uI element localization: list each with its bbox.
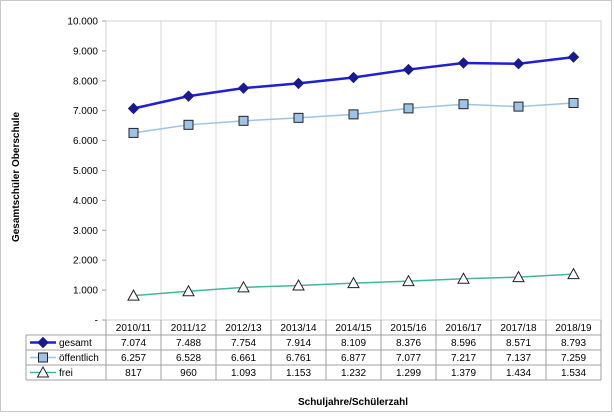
y-tick-label: 8.000 <box>73 76 98 87</box>
square-marker <box>513 101 524 112</box>
x-category-label: 2018/19 <box>555 323 592 334</box>
table-cell-value: 6.528 <box>176 353 201 364</box>
table-cell-value: 1.534 <box>561 368 586 379</box>
table-cell-value: 6.761 <box>286 353 311 364</box>
diamond-marker <box>347 71 360 84</box>
table-cell-value: 8.596 <box>451 338 476 349</box>
y-tick-label: - <box>95 316 98 327</box>
table-cell-value: 1.232 <box>341 368 366 379</box>
table-cell-value: 7.259 <box>561 353 586 364</box>
y-tick-label: 6.000 <box>73 136 98 147</box>
triangle-marker <box>182 284 195 297</box>
table-cell-value: 1.299 <box>396 368 421 379</box>
y-tick-label: 9.000 <box>73 46 98 57</box>
table-cell-value: 7.217 <box>451 353 476 364</box>
diamond-marker <box>237 82 250 94</box>
table-cell-value: 1.153 <box>286 368 311 379</box>
gridlines <box>160 21 547 320</box>
table-cell-value: 6.661 <box>231 353 256 364</box>
square-marker <box>458 99 469 110</box>
table-cell-value: 8.376 <box>396 338 421 349</box>
table-cell-value: 7.074 <box>121 338 146 349</box>
legend-series-name: frei <box>59 368 73 379</box>
table-cell-value: 8.571 <box>506 338 531 349</box>
x-category-label: 2017/18 <box>500 323 537 334</box>
legend-series-name: öffentlich <box>59 353 99 364</box>
table-cell-value: 1.434 <box>506 368 531 379</box>
square-marker <box>183 119 194 130</box>
y-tick-label: 1.000 <box>73 286 98 297</box>
y-tick-label: 4.000 <box>73 196 98 207</box>
triangle-marker <box>457 272 470 284</box>
x-category-label: 2012/13 <box>225 323 262 334</box>
x-category-label: 2015/16 <box>390 323 427 334</box>
x-category-label: 2016/17 <box>445 323 482 334</box>
legend-series-name: gesamt <box>59 338 92 349</box>
y-tick-label: 2.000 <box>73 256 98 267</box>
diamond-marker <box>402 63 415 76</box>
table-cell-value: 7.077 <box>396 353 421 364</box>
y-tick-label: 3.000 <box>73 226 98 237</box>
diamond-marker <box>567 51 580 63</box>
table-cell-value: 1.093 <box>231 368 256 379</box>
diamond-marker <box>127 102 140 115</box>
table-cell-value: 960 <box>180 368 197 379</box>
table-cell-value: 6.257 <box>121 353 146 364</box>
y-tick-label: 10.000 <box>67 17 98 28</box>
square-marker <box>568 97 579 108</box>
x-category-label: 2014/15 <box>335 323 372 334</box>
table-cell-value: 7.137 <box>506 353 531 364</box>
y-axis-ticks: - 1.000 2.000 3.000 4.000 5.000 6.000 7.000 8.00… <box>67 17 106 327</box>
square-marker <box>403 103 414 114</box>
x-axis-title: Schuljahre/Schülerzahl <box>298 397 408 408</box>
series-lines <box>127 51 580 301</box>
table-cell-value: 1.379 <box>451 368 476 379</box>
table-cell-value: 7.754 <box>231 338 256 349</box>
y-axis-title: Gesamtschüler Oberschule <box>11 112 22 242</box>
square-marker <box>293 112 304 123</box>
x-category-label: 2010/11 <box>116 323 152 334</box>
triangle-marker <box>127 289 140 301</box>
triangle-marker <box>292 278 305 291</box>
square-marker <box>128 127 139 138</box>
triangle-marker <box>512 270 525 283</box>
triangle-marker <box>237 280 250 293</box>
triangle-marker <box>347 276 360 289</box>
y-tick-label: 5.000 <box>73 166 98 177</box>
square-marker <box>238 115 249 126</box>
legend-key-marker <box>37 336 49 349</box>
table-cell-value: 7.488 <box>176 338 201 349</box>
table-cell-value: 817 <box>125 368 142 379</box>
table-cell-value: 8.109 <box>341 338 366 349</box>
y-tick-label: 7.000 <box>73 106 98 117</box>
square-marker <box>348 109 359 120</box>
x-category-label: 2013/14 <box>280 323 317 334</box>
diamond-marker <box>457 57 470 69</box>
data-table: 2010/11 2011/12 2012/13 2013/14 2014/15 2015/… <box>25 320 602 381</box>
plot-area <box>105 20 602 321</box>
legend-key-marker <box>38 352 48 363</box>
legend-key-marker <box>36 365 50 378</box>
table-cell-value: 8.793 <box>561 338 586 349</box>
triangle-marker <box>402 274 415 287</box>
diamond-marker <box>292 77 305 90</box>
diamond-marker <box>512 58 525 70</box>
table-cell-value: 6.877 <box>341 353 366 364</box>
x-category-label: 2011/12 <box>171 323 207 334</box>
diamond-marker <box>182 90 195 102</box>
triangle-marker <box>567 267 580 280</box>
table-cell-value: 7.914 <box>286 338 311 349</box>
